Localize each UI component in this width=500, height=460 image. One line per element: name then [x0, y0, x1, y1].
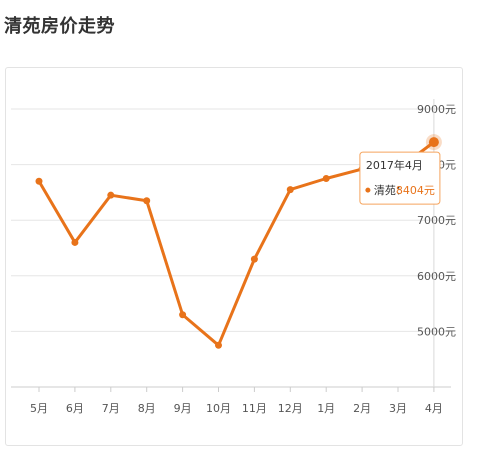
tooltip-series-dot [365, 187, 371, 193]
data-point[interactable] [179, 311, 187, 319]
x-tick-label: 1月 [317, 402, 335, 415]
y-tick-label: 6000元 [417, 270, 456, 283]
data-point[interactable] [215, 341, 222, 349]
x-tick-label: 10月 [206, 402, 231, 415]
x-tick-label: 3月 [389, 402, 407, 415]
tooltip-series-label: 清苑： [374, 184, 407, 197]
x-tick-label: 5月 [30, 402, 48, 415]
data-point[interactable] [322, 175, 330, 182]
x-tick-label: 9月 [174, 402, 192, 415]
tooltip-value: 8404元 [396, 184, 435, 197]
x-tick-label: 11月 [242, 402, 267, 415]
active-data-point[interactable] [428, 137, 439, 148]
data-point[interactable] [250, 255, 258, 263]
x-tick-label: 2月 [353, 402, 371, 415]
x-axis: 5月 6月 7月 8月 9月 10月 11月 12月 1月 2月 3月 4月 [11, 386, 451, 415]
tooltip-title: 2017年4月 [366, 158, 423, 172]
chart-frame: 5000元6000元7000元8000元9000元 5月6月7月8月9月10月1… [5, 67, 463, 446]
data-point[interactable] [71, 238, 79, 246]
page-title: 清苑房价走势 [4, 16, 115, 37]
y-tick-label: 9000元 [417, 103, 456, 116]
data-point[interactable] [143, 197, 151, 205]
x-tick-label: 12月 [278, 402, 303, 415]
x-tick-label: 8月 [138, 402, 156, 415]
grid-lines [11, 108, 451, 332]
data-point[interactable] [35, 177, 43, 185]
price-trend-chart: 5000元6000元7000元8000元9000元 5月6月7月8月9月10月1… [11, 99, 456, 415]
y-tick-label: 5000元 [417, 325, 456, 338]
data-point[interactable] [107, 191, 115, 199]
tooltip-box [359, 151, 441, 205]
data-point[interactable] [286, 186, 294, 194]
x-tick-label: 4月 [425, 402, 443, 415]
y-tick-label: 7000元 [417, 214, 456, 227]
x-tick-label: 7月 [102, 402, 120, 415]
x-tick-label: 6月 [66, 402, 84, 415]
